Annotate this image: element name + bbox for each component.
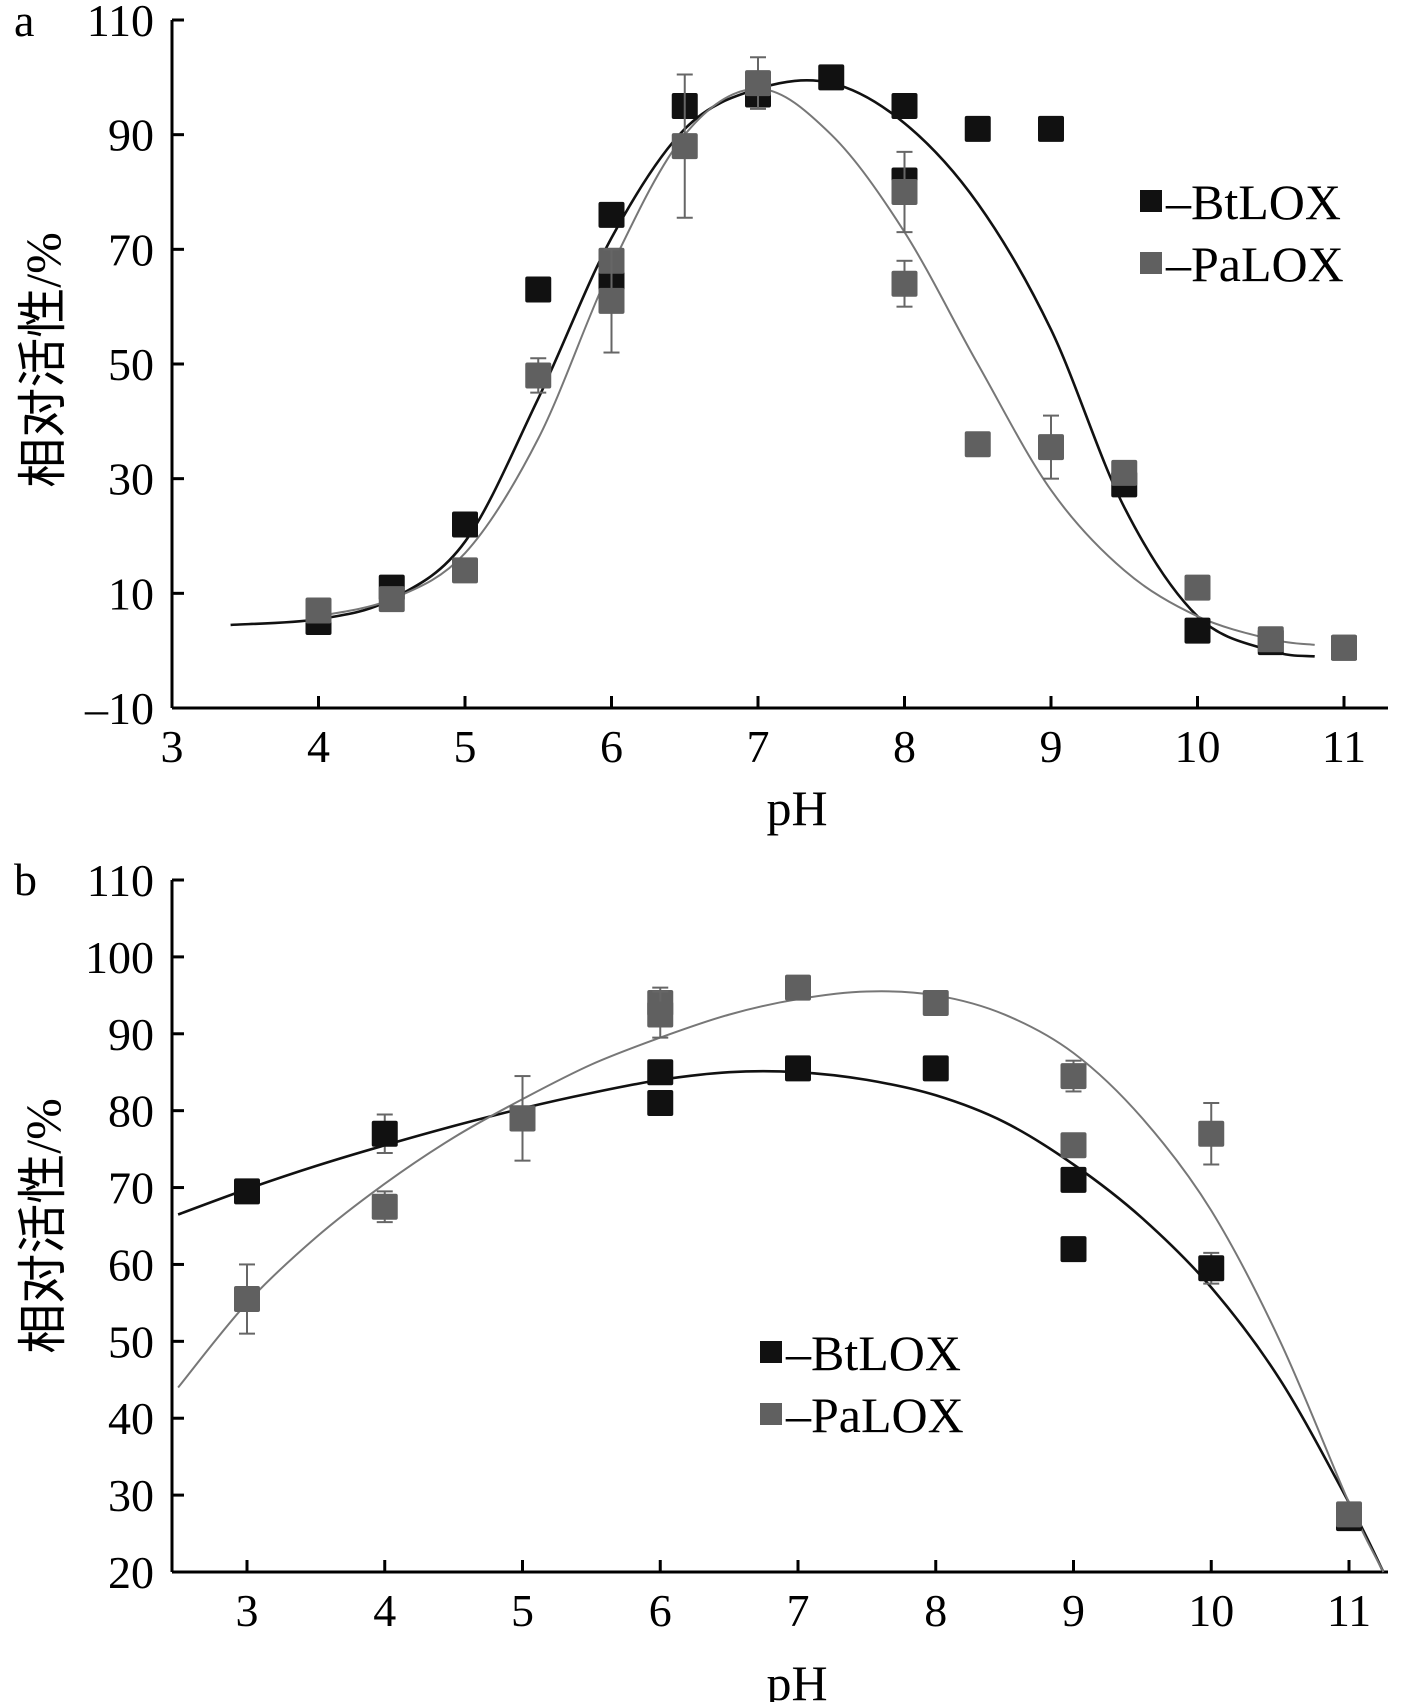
y-tick-label: 90: [108, 1009, 154, 1060]
x-tick-label: 3: [161, 721, 184, 772]
x-tick-label: 4: [373, 1585, 396, 1636]
data-point-btlox: [1184, 617, 1211, 644]
x-tick-label: 6: [649, 1585, 672, 1636]
data-point-palox: [1060, 1063, 1087, 1090]
data-point-palox: [1060, 1132, 1087, 1159]
y-tick-label: –10: [84, 683, 154, 734]
y-tick-label: 70: [108, 224, 154, 275]
fit-curve-palox: [318, 87, 1315, 646]
data-point-btlox: [818, 64, 845, 91]
y-tick-label: 60: [108, 1239, 154, 1290]
x-tick-label: 9: [1062, 1585, 1085, 1636]
x-tick-label: 7: [787, 1585, 810, 1636]
data-point-palox: [598, 287, 625, 314]
y-tick-label: 40: [108, 1393, 154, 1444]
data-point-palox: [671, 133, 698, 160]
panel-a: a –10 10 30 50 70 90 110 3 4 5 6 7 8 9 10 11 pH 相对活性/% –BtL…: [14, 0, 1388, 836]
data-point-btlox: [234, 1178, 260, 1205]
data-point-palox: [234, 1286, 260, 1313]
y-tick-label: 30: [108, 1470, 154, 1521]
data-point-palox: [1198, 1120, 1225, 1147]
x-tick-label: 7: [747, 721, 770, 772]
y-tick-label: 70: [108, 1163, 154, 1214]
data-point-palox: [1257, 626, 1284, 653]
x-tick-label: 3: [236, 1585, 259, 1636]
data-point-btlox: [371, 1120, 398, 1147]
data-point-btlox: [647, 1059, 674, 1086]
legend-marker-palox: [760, 1403, 782, 1425]
x-axis-title: pH: [766, 780, 827, 836]
data-point-btlox: [785, 1055, 811, 1082]
data-point-palox: [1184, 574, 1211, 601]
y-tick-label: 80: [108, 1086, 154, 1137]
data-point-btlox: [1060, 1166, 1087, 1193]
data-point-palox: [371, 1193, 398, 1220]
legend-marker-btlox: [1140, 190, 1162, 212]
y-axis-title: 相对活性/%: [15, 232, 71, 488]
legend-label-palox: –PaLOX: [1165, 236, 1344, 292]
y-axis-title: 相对活性/%: [15, 1098, 71, 1354]
data-point-btlox: [452, 511, 478, 538]
data-point-palox: [891, 270, 918, 297]
x-tick-label: 10: [1175, 721, 1221, 772]
data-point-palox: [305, 597, 332, 624]
data-point-btlox: [598, 201, 625, 228]
data-point-btlox: [1198, 1255, 1225, 1282]
x-axis-title: pH: [766, 1655, 827, 1702]
panel-label: b: [14, 854, 37, 905]
x-tick-label: 9: [1040, 721, 1063, 772]
data-point-btlox: [922, 1055, 949, 1082]
legend-label-btlox: –BtLOX: [785, 1325, 961, 1381]
data-point-palox: [1038, 434, 1064, 461]
legend-marker-btlox: [760, 1341, 782, 1363]
y-tick-label: 110: [87, 855, 154, 906]
x-tick-label: 8: [893, 721, 916, 772]
data-point-btlox: [525, 276, 552, 303]
data-point-palox: [964, 431, 991, 458]
fit-curve-btlox: [230, 79, 1315, 658]
data-point-btlox: [964, 115, 991, 142]
y-tick-label: 90: [108, 110, 154, 161]
data-point-palox: [647, 1001, 674, 1028]
data-point-palox: [922, 990, 949, 1017]
x-tick-label: 5: [511, 1585, 534, 1636]
data-point-btlox: [891, 93, 918, 119]
data-point-palox: [1336, 1501, 1362, 1528]
y-tick-label: 50: [108, 339, 154, 390]
data-point-btlox: [1038, 115, 1064, 142]
data-point-palox: [891, 179, 918, 205]
x-tick-label: 5: [454, 721, 477, 772]
y-tick-label: 20: [108, 1547, 154, 1598]
x-tick-label: 6: [600, 721, 623, 772]
x-tick-label: 11: [1327, 1585, 1371, 1636]
panel-b: b 20 30 40 50 60 70 80 90 100 110 3 4 5 6 7 8 9 10 11 pH 相对活性…: [14, 854, 1388, 1707]
x-tick-label: 4: [307, 721, 330, 772]
x-tick-label: 10: [1188, 1585, 1234, 1636]
legend-label-palox: –PaLOX: [785, 1387, 964, 1443]
data-point-palox: [525, 362, 552, 389]
fit-curve-palox: [177, 990, 1385, 1573]
y-tick-label: 50: [108, 1316, 154, 1367]
data-point-palox: [785, 974, 811, 1001]
data-point-btlox: [1060, 1236, 1087, 1263]
data-point-btlox: [647, 1089, 674, 1116]
legend-marker-palox: [1140, 252, 1162, 274]
data-point-palox: [378, 586, 405, 613]
data-point-palox: [509, 1105, 536, 1132]
y-tick-label: 10: [108, 568, 154, 619]
data-point-palox: [1111, 459, 1138, 486]
data-point-palox: [745, 70, 771, 97]
y-tick-label: 110: [87, 0, 154, 46]
x-tick-label: 11: [1322, 721, 1366, 772]
data-point-palox: [1331, 634, 1357, 661]
y-tick-label: 30: [108, 454, 154, 505]
data-point-palox: [452, 557, 478, 584]
y-tick-label: 100: [85, 932, 154, 983]
legend-label-btlox: –BtLOX: [1165, 174, 1341, 230]
panel-label: a: [14, 0, 34, 46]
x-tick-label: 8: [924, 1585, 947, 1636]
